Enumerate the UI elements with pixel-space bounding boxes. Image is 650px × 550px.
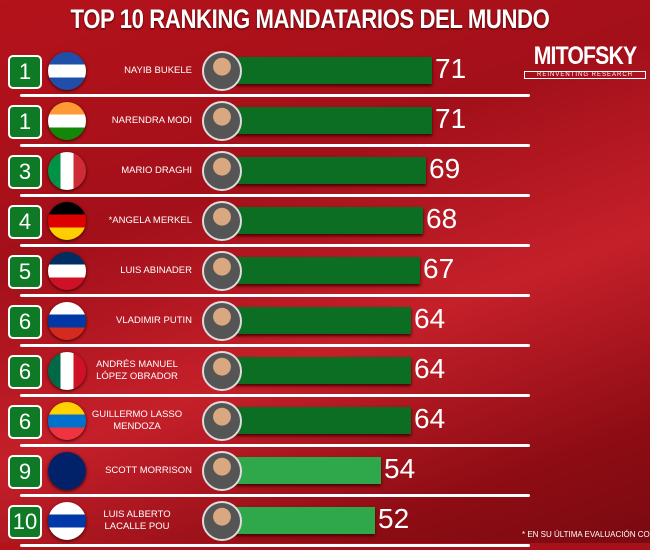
ranking-row: 6 ANDRÉS MANUEL LÓPEZ OBRADOR 64 — [0, 350, 650, 400]
leader-photo — [202, 151, 242, 191]
leader-name: MARIO DRAGHI — [121, 165, 192, 176]
flag-icon — [48, 302, 86, 340]
rank-badge: 6 — [8, 355, 42, 389]
divider — [20, 344, 530, 347]
bar — [235, 257, 420, 284]
value-label: 71 — [435, 103, 467, 134]
leader-name: GUILLERMO LASSO MENDOZA — [91, 409, 183, 432]
rank-badge: 1 — [8, 105, 42, 139]
divider — [20, 94, 530, 97]
bar — [235, 157, 426, 184]
leader-photo — [202, 201, 242, 241]
leader-name: NARENDRA MODI — [111, 115, 192, 126]
footnote: * EN SU ÚLTIMA EVALUACIÓN COMO CA — [522, 530, 650, 539]
value-label: 64 — [414, 353, 446, 384]
logo-tagline: REINVENTING RESEARCH — [524, 71, 646, 79]
value-label: 68 — [426, 203, 458, 234]
divider — [20, 194, 530, 197]
logo-name: MITOFSKY — [533, 42, 637, 70]
leader-name: ANDRÉS MANUEL LÓPEZ OBRADOR — [96, 359, 178, 382]
leader-photo — [202, 301, 242, 341]
bar — [235, 207, 423, 234]
bar — [235, 507, 375, 534]
leader-name: LUIS ALBERTO LACALLE POU — [103, 509, 171, 532]
divider — [20, 144, 530, 147]
leader-photo — [202, 501, 242, 541]
leader-photo — [202, 101, 242, 141]
flag-icon — [48, 352, 86, 390]
rank-badge: 9 — [8, 455, 42, 489]
ranking-row: 9 SCOTT MORRISON 54 — [0, 450, 650, 500]
leader-photo — [202, 451, 242, 491]
value-label: 64 — [414, 303, 446, 334]
flag-icon — [48, 502, 86, 540]
divider — [20, 444, 530, 447]
bar — [235, 307, 411, 334]
bar — [235, 57, 432, 84]
bar — [235, 107, 432, 134]
rank-badge: 1 — [8, 55, 42, 89]
divider — [20, 244, 530, 247]
ranking-row: 5 LUIS ABINADER 67 — [0, 250, 650, 300]
flag-icon — [48, 52, 86, 90]
ranking-row: 1 NARENDRA MODI 71 — [0, 100, 650, 150]
flag-icon — [48, 252, 86, 290]
bar — [235, 457, 381, 484]
rank-badge: 10 — [8, 505, 42, 539]
flag-icon — [48, 102, 86, 140]
value-label: 67 — [423, 253, 455, 284]
value-label: 71 — [435, 53, 467, 84]
bar — [235, 407, 411, 434]
leader-photo — [202, 401, 242, 441]
leader-photo — [202, 351, 242, 391]
ranking-row: 4 *ANGELA MERKEL 68 — [0, 200, 650, 250]
rank-badge: 5 — [8, 255, 42, 289]
rank-badge: 3 — [8, 155, 42, 189]
flag-icon — [48, 152, 86, 190]
flag-icon — [48, 402, 86, 440]
ranking-row: 3 MARIO DRAGHI 69 — [0, 150, 650, 200]
leader-photo — [202, 251, 242, 291]
value-label: 69 — [429, 153, 461, 184]
divider — [20, 544, 530, 547]
leader-photo — [202, 51, 242, 91]
chart-title: TOP 10 RANKING MANDATARIOS DEL MUNDO — [70, 4, 550, 34]
leader-name: LUIS ABINADER — [120, 265, 192, 276]
flag-icon — [48, 452, 86, 490]
flag-icon — [48, 202, 86, 240]
value-label: 52 — [378, 503, 410, 534]
mitofsky-logo: MITOFSKY REINVENTING RESEARCH — [520, 42, 650, 79]
divider — [20, 294, 530, 297]
divider — [20, 394, 530, 397]
ranking-row: 6 VLADIMIR PUTIN 64 — [0, 300, 650, 350]
ranking-row: 1 NAYIB BUKELE 71 — [0, 50, 650, 100]
rank-badge: 4 — [8, 205, 42, 239]
value-label: 54 — [384, 453, 416, 484]
value-label: 64 — [414, 403, 446, 434]
leader-name: SCOTT MORRISON — [105, 465, 192, 476]
divider — [20, 494, 530, 497]
rank-badge: 6 — [8, 305, 42, 339]
leader-name: VLADIMIR PUTIN — [115, 315, 192, 326]
leader-name: *ANGELA MERKEL — [108, 215, 192, 226]
ranking-row: 6 GUILLERMO LASSO MENDOZA 64 — [0, 400, 650, 450]
rank-badge: 6 — [8, 405, 42, 439]
bar — [235, 357, 411, 384]
leader-name: NAYIB BUKELE — [124, 65, 192, 76]
